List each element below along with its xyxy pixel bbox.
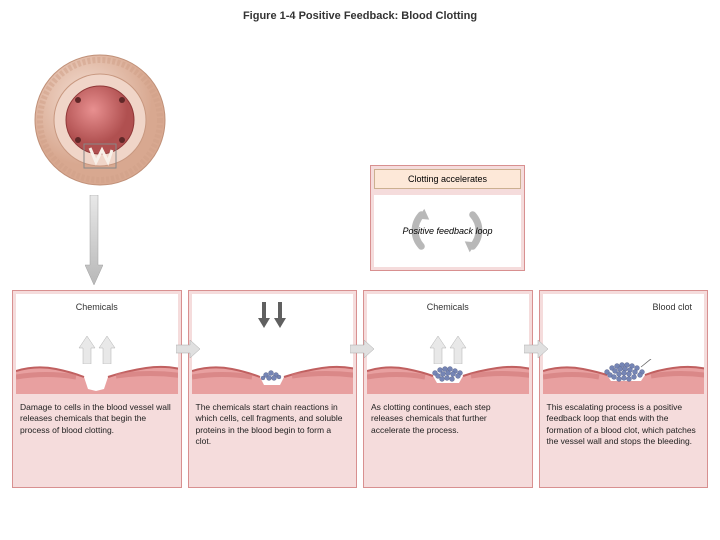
blood-vessel-diagram [30,50,170,190]
panel-3-label: Chemicals [367,302,529,312]
tissue-clot-illustration [367,359,529,394]
panel-4: Blood clot [539,290,709,488]
panel-2-illustration [192,294,354,394]
panel-1-caption: Damage to cells in the blood vessel wall… [16,394,178,484]
panel-1-illustration: Chemicals [16,294,178,394]
panel-connector-arrow-icon [176,340,200,358]
tissue-clot-illustration [192,359,354,394]
panel-1: Chemicals Damage to cells in the blood v… [12,290,182,488]
clotting-accelerates-label: Clotting accelerates [374,169,521,189]
panel-4-label: Blood clot [652,302,692,312]
panel-4-caption: This escalating process is a positive fe… [543,394,705,484]
panel-3-caption: As clotting continues, each step release… [367,394,529,484]
down-arrows-icon [255,302,289,328]
feedback-loop-box: Clotting accelerates Positive feedback l… [370,165,525,271]
panel-connector-arrow-icon [350,340,374,358]
vessel-to-panel-arrow [85,195,103,285]
figure-title: Figure 1-4 Positive Feedback: Blood Clot… [0,0,720,22]
panel-2-caption: The chemicals start chain reactions in w… [192,394,354,484]
panels-row: Chemicals Damage to cells in the blood v… [12,290,708,488]
tissue-illustration [16,359,178,394]
panel-3: Chemicals As clotting continu [363,290,533,488]
loop-diagram: Positive feedback loop [374,195,521,267]
panel-connector-arrow-icon [524,340,548,358]
panel-3-illustration: Chemicals [367,294,529,394]
panel-4-illustration: Blood clot [543,294,705,394]
tissue-clot-illustration [543,359,705,394]
panel-1-label: Chemicals [16,302,178,312]
panel-2: The chemicals start chain reactions in w… [188,290,358,488]
loop-text: Positive feedback loop [402,226,492,237]
